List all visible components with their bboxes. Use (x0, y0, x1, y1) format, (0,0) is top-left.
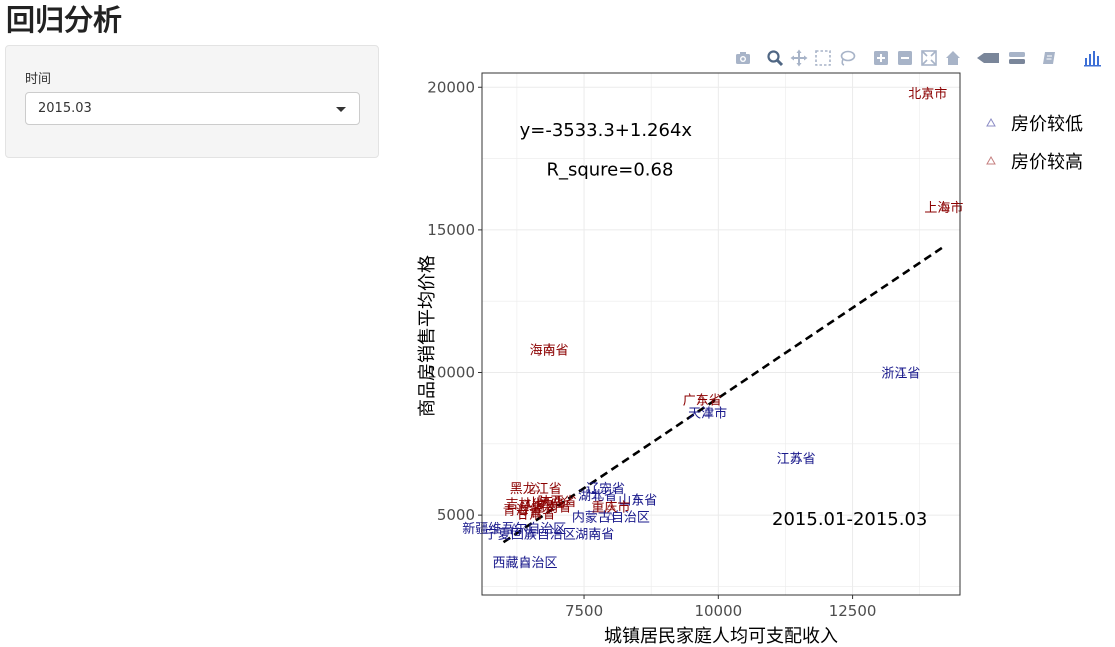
point-label: 黑龙江省 (510, 482, 562, 497)
zoom-icon[interactable] (765, 48, 785, 68)
data-point (517, 504, 528, 513)
sidebar-panel: 时间 2015.03 (5, 45, 379, 158)
data-point (520, 557, 530, 566)
data-point (922, 87, 933, 97)
data-point (509, 522, 520, 532)
point-label: 上海市 (924, 200, 963, 216)
caret-down-icon (336, 107, 346, 112)
point-label: 浙江省 (881, 367, 920, 382)
legend-marker (986, 155, 996, 165)
point-label: 湖南省 (575, 527, 614, 543)
point-label: 吉林省 (505, 498, 544, 513)
point-label: 江苏省 (777, 451, 816, 467)
point-label: 广东省 (683, 394, 722, 409)
data-point (592, 490, 603, 499)
data-point (552, 495, 563, 505)
time-select-value: 2015.03 (38, 101, 92, 116)
data-point (520, 498, 530, 508)
data-point (697, 394, 708, 404)
point-label: 甘肃省 (516, 508, 555, 523)
point-label: 内蒙古自治区 (572, 510, 650, 526)
x-tick-label: 12500 (829, 602, 877, 620)
y-axis-title: 商品房销售平均价格 (417, 255, 438, 417)
data-point (541, 497, 552, 506)
point-label: 山东省 (618, 493, 657, 508)
plot-modebar (733, 48, 1113, 70)
data-point (632, 494, 643, 503)
data-point (525, 528, 536, 538)
y-tick-label: 10000 (427, 364, 475, 382)
point-label: 青海省 (503, 503, 542, 518)
legend-marker (986, 117, 996, 127)
data-point (896, 367, 906, 377)
data-point (702, 407, 713, 416)
plotly-logo-icon[interactable] (1083, 48, 1103, 68)
data-point (530, 483, 541, 492)
data-point (544, 344, 554, 354)
legend-label: 房价较高 (1011, 152, 1083, 173)
point-label: 重庆市 (591, 500, 630, 516)
r-square-label: R_squre=0.68 (546, 160, 673, 181)
data-point (939, 202, 949, 211)
data-point (546, 501, 557, 511)
reset-axes-icon[interactable] (943, 48, 963, 68)
camera-icon[interactable] (733, 48, 753, 68)
y-tick-label: 15000 (427, 221, 475, 239)
point-label: 宁夏回族自治区 (485, 527, 576, 543)
data-point (600, 483, 611, 492)
plot-area (482, 73, 960, 595)
point-label: 天津市 (688, 405, 727, 421)
box-select-icon[interactable] (813, 48, 833, 68)
regression-line (502, 245, 945, 544)
hover-closest-icon[interactable] (975, 48, 1001, 68)
edit-chart-icon[interactable] (1039, 48, 1059, 68)
y-tick-label: 5000 (437, 506, 475, 524)
data-point (791, 453, 802, 462)
x-axis-title: 城镇居民家庭人均可支配收入 (604, 626, 838, 647)
data-point (606, 501, 616, 511)
y-tick-label: 20000 (427, 78, 475, 96)
zoom-out-icon[interactable] (895, 48, 915, 68)
legend-label: 房价较低 (1011, 114, 1083, 135)
lasso-select-icon[interactable] (837, 48, 857, 68)
zoom-in-icon[interactable] (871, 48, 891, 68)
hover-compare-icon[interactable] (1007, 48, 1027, 68)
time-label: 时间 (25, 72, 52, 87)
point-label: 海南省 (530, 343, 569, 359)
time-select[interactable]: 2015.03 (25, 92, 360, 125)
x-tick-label: 10000 (694, 602, 742, 620)
point-label: 陕西省 (538, 495, 577, 510)
point-label: 西藏自治区 (492, 556, 557, 571)
page-title: 回归分析 (6, 3, 123, 37)
x-tick-label: 7500 (565, 602, 603, 620)
plot-border (481, 72, 961, 596)
point-label: 湖北省 (578, 489, 617, 504)
data-point (606, 511, 616, 521)
data-point (530, 508, 541, 518)
data-point (589, 528, 600, 538)
period-label: 2015.01-2015.03 (772, 509, 927, 530)
point-label: 辽宁省 (586, 481, 625, 497)
pan-icon[interactable] (789, 48, 809, 68)
point-label: 新疆维吾尔自治区 (462, 521, 566, 537)
regression-equation: y=-3533.3+1.264x (520, 120, 693, 141)
point-label: 北京市 (908, 86, 947, 102)
point-label: 山西省 (527, 496, 566, 511)
autoscale-icon[interactable] (919, 48, 939, 68)
